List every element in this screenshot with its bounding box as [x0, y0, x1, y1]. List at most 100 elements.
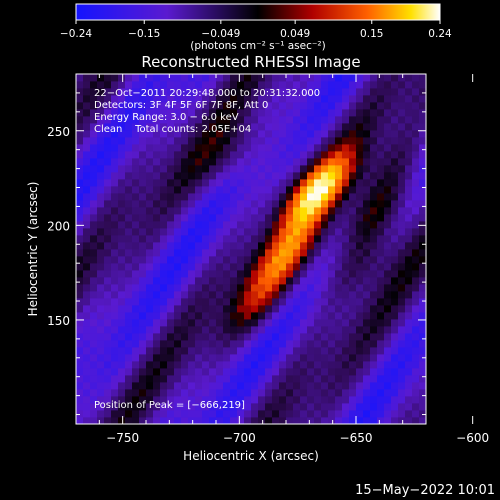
heatmap-cell: [195, 382, 203, 390]
heatmap-cell: [363, 417, 371, 424]
heatmap-cell: [104, 88, 112, 96]
heatmap-cell: [97, 396, 105, 404]
heatmap-cell: [356, 193, 364, 201]
heatmap-cell: [83, 214, 91, 222]
heatmap-cell: [419, 95, 426, 103]
heatmap-cell: [356, 270, 364, 278]
heatmap-cell: [384, 214, 392, 222]
heatmap-cell: [97, 389, 105, 397]
heatmap-cell: [356, 109, 364, 117]
heatmap-cell: [139, 221, 147, 229]
heatmap-cell: [293, 186, 301, 194]
heatmap-cell: [370, 228, 378, 236]
heatmap-cell: [223, 319, 231, 327]
heatmap-cell: [293, 242, 301, 250]
heatmap-cell: [356, 165, 364, 173]
heatmap-cell: [391, 95, 399, 103]
heatmap-cell: [356, 410, 364, 418]
heatmap-cell: [356, 417, 364, 424]
heatmap-cell: [125, 221, 133, 229]
heatmap-cell: [405, 116, 413, 124]
heatmap-cell: [76, 242, 84, 250]
heatmap-cell: [265, 277, 273, 285]
heatmap-cell: [209, 361, 217, 369]
heatmap-cell: [335, 186, 343, 194]
heatmap-cell: [349, 214, 357, 222]
heatmap-cell: [272, 165, 280, 173]
heatmap-cell: [300, 361, 308, 369]
heatmap-cell: [272, 130, 280, 138]
heatmap-cell: [251, 410, 259, 418]
heatmap-cell: [195, 319, 203, 327]
heatmap-cell: [132, 214, 140, 222]
heatmap-cell: [391, 333, 399, 341]
heatmap-cell: [258, 312, 266, 320]
heatmap-cell: [160, 130, 168, 138]
heatmap-cell: [216, 221, 224, 229]
heatmap-cell: [321, 312, 329, 320]
heatmap-cell: [258, 382, 266, 390]
heatmap-cell: [160, 410, 168, 418]
heatmap-cell: [314, 389, 322, 397]
heatmap-cell: [258, 284, 266, 292]
heatmap-cell: [118, 333, 126, 341]
heatmap-cell: [286, 193, 294, 201]
heatmap-cell: [174, 319, 182, 327]
heatmap-cell: [90, 263, 98, 271]
heatmap-cell: [153, 102, 161, 110]
heatmap-cell: [174, 214, 182, 222]
heatmap-cell: [405, 291, 413, 299]
heatmap-cell: [167, 179, 175, 187]
heatmap-cell: [321, 144, 329, 152]
heatmap-cell: [419, 228, 426, 236]
heatmap-cell: [209, 291, 217, 299]
heatmap-cell: [370, 256, 378, 264]
heatmap-cell: [398, 396, 406, 404]
heatmap-cell: [391, 249, 399, 257]
heatmap-cell: [132, 284, 140, 292]
heatmap-cell: [216, 403, 224, 411]
heatmap-cell: [76, 123, 84, 131]
heatmap-cell: [160, 333, 168, 341]
heatmap-cell: [244, 207, 252, 215]
heatmap-cell: [160, 361, 168, 369]
heatmap-cell: [279, 277, 287, 285]
heatmap-cell: [202, 81, 210, 89]
heatmap-cell: [258, 193, 266, 201]
heatmap-cell: [104, 109, 112, 117]
heatmap-cell: [419, 235, 426, 243]
heatmap-cell: [321, 340, 329, 348]
heatmap-cell: [146, 158, 154, 166]
heatmap-cell: [97, 95, 105, 103]
heatmap-cell: [216, 284, 224, 292]
heatmap-cell: [377, 284, 385, 292]
heatmap-cell: [90, 340, 98, 348]
heatmap-cell: [209, 242, 217, 250]
heatmap-cell: [237, 207, 245, 215]
heatmap-cell: [230, 256, 238, 264]
heatmap-cell: [90, 270, 98, 278]
heatmap-cell: [188, 130, 196, 138]
heatmap-cell: [244, 95, 252, 103]
heatmap-cell: [167, 326, 175, 334]
heatmap-cell: [216, 382, 224, 390]
heatmap-cell: [97, 116, 105, 124]
heatmap-cell: [195, 165, 203, 173]
heatmap-cell: [272, 200, 280, 208]
heatmap-cell: [132, 326, 140, 334]
heatmap-cell: [118, 354, 126, 362]
heatmap-cell: [412, 249, 420, 257]
heatmap-cell: [230, 277, 238, 285]
heatmap-cell: [216, 207, 224, 215]
heatmap-cell: [335, 389, 343, 397]
heatmap-cell: [412, 158, 420, 166]
heatmap-cell: [314, 186, 322, 194]
heatmap-cell: [300, 396, 308, 404]
heatmap-cell: [258, 88, 266, 96]
heatmap-cell: [97, 347, 105, 355]
heatmap-cell: [335, 144, 343, 152]
heatmap-cell: [146, 361, 154, 369]
heatmap-cell: [363, 207, 371, 215]
heatmap-cell: [90, 137, 98, 145]
heatmap-cell: [104, 193, 112, 201]
